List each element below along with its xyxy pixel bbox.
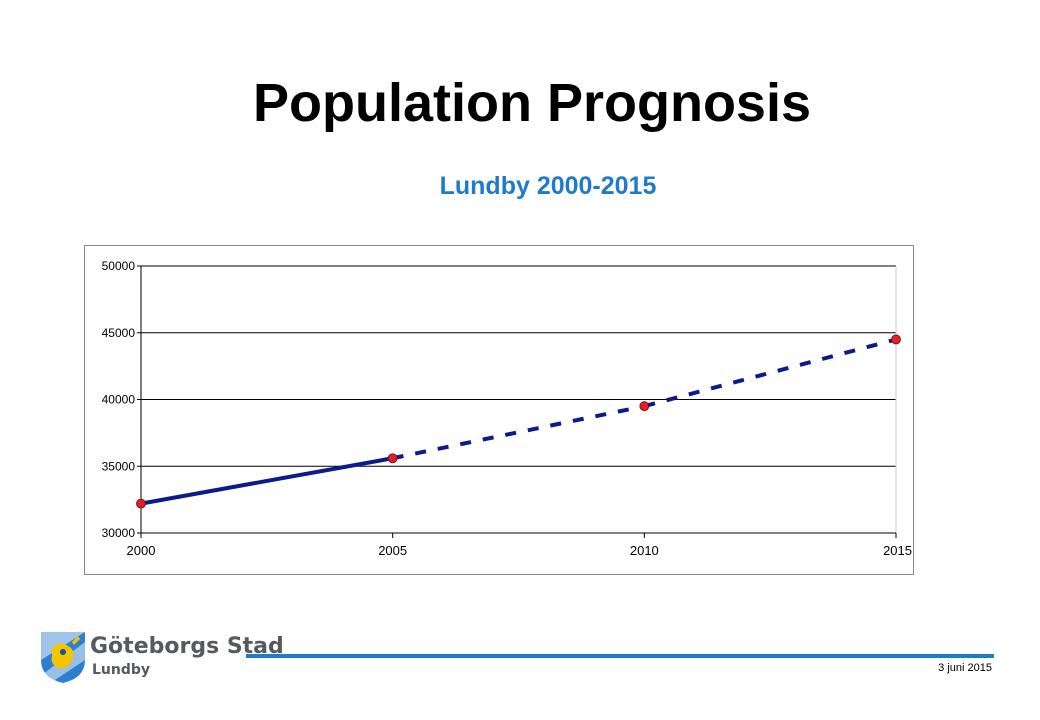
page-title: Population Prognosis <box>252 73 811 133</box>
x-tick-label: 2010 <box>630 543 659 558</box>
footer-date: 3 juni 2015 <box>938 662 992 674</box>
data-point-2000 <box>136 498 146 509</box>
y-tick-label: 30000 <box>102 526 136 540</box>
x-tick-label: 2000 <box>127 543 156 558</box>
series-segment-1 <box>140 456 394 506</box>
data-point-2015 <box>891 334 901 345</box>
logo-district: Lundby <box>92 662 151 678</box>
data-point-2005 <box>387 453 398 464</box>
population-line-chart: 30000 35000 40000 45000 50000 2000 2005 2010 201… <box>102 259 912 558</box>
goteborgs-stad-logo: Göteborgs Stad Lundby <box>38 630 284 686</box>
footer-divider <box>246 654 994 658</box>
series-lines <box>140 337 897 506</box>
series-segment-3 <box>643 337 897 409</box>
x-tick-label: 2005 <box>378 543 407 558</box>
axes <box>137 265 897 538</box>
data-point-2010 <box>639 401 650 412</box>
tick-labels: 30000 35000 40000 45000 50000 2000 2005 2010 201… <box>102 259 912 558</box>
page-subtitle: Lundby 2000-2015 <box>439 172 657 200</box>
y-tick-label: 45000 <box>102 326 136 340</box>
series-markers <box>136 334 901 509</box>
chart-area: 30000 35000 40000 45000 50000 2000 2005 2010 201… <box>84 245 914 575</box>
gridlines <box>141 265 896 534</box>
y-tick-label: 35000 <box>102 459 136 473</box>
city-crest-icon <box>41 632 85 683</box>
x-tick-label: 2015 <box>883 543 912 558</box>
y-tick-label: 40000 <box>102 393 136 407</box>
series-segment-2 <box>392 404 645 461</box>
y-tick-label: 50000 <box>102 259 136 273</box>
